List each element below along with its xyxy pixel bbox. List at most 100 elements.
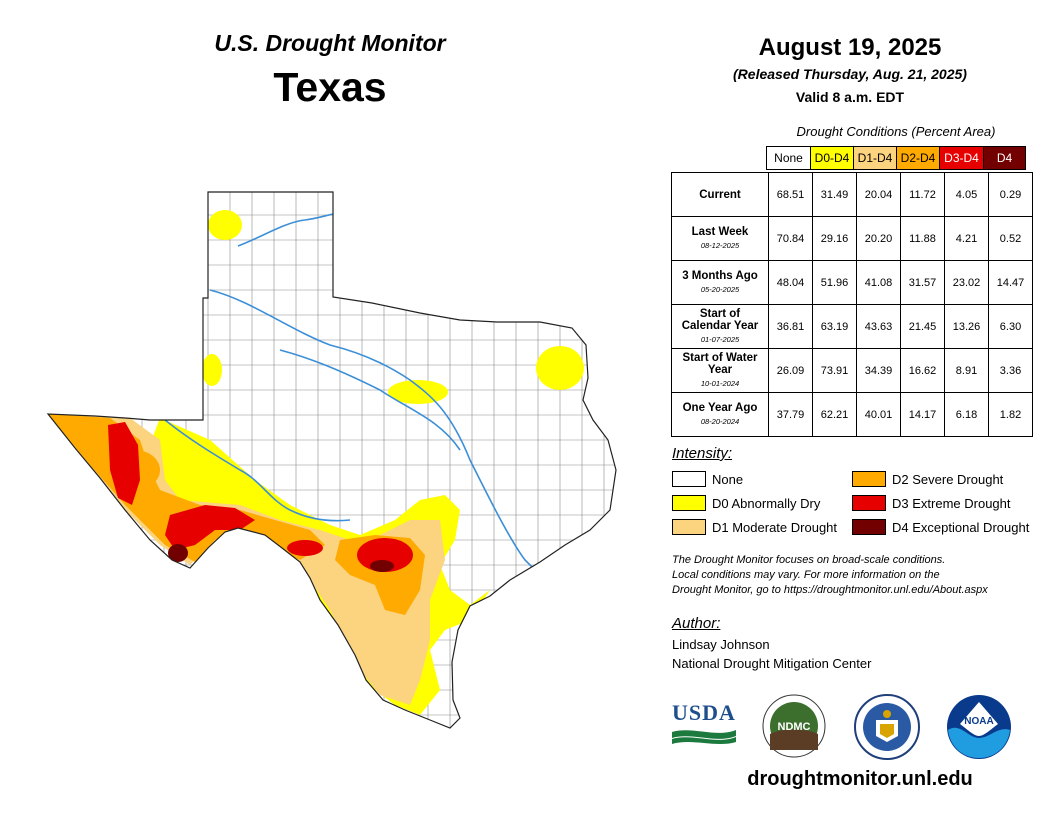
map-date: August 19, 2025 [758, 34, 942, 61]
table-cell: 1.82 [988, 392, 1033, 437]
table-cell: 0.29 [988, 172, 1033, 217]
table-row: One Year Ago 08-20-2024 37.79 62.21 40.01 14.… [671, 392, 1033, 437]
table-cell: 11.88 [900, 216, 945, 261]
table-cell: 21.45 [900, 304, 945, 349]
table-cell: 73.91 [812, 348, 857, 393]
legend-swatch [852, 519, 886, 535]
row-date: 05-20-2025 [700, 284, 740, 294]
table-cell: 29.16 [812, 216, 857, 261]
row-label-text: One Year Ago [682, 401, 758, 414]
table-cell: 14.17 [900, 392, 945, 437]
row-date: 01-07-2025 [700, 334, 740, 344]
legend-swatch [672, 471, 706, 487]
conditions-header: None D0-D4 D1-D4 D2-D4 D3-D4 D4 [766, 146, 1026, 172]
author-name: Lindsay Johnson [672, 637, 770, 652]
table-cell: 70.84 [768, 216, 813, 261]
table-cell: 20.04 [856, 172, 901, 217]
ndmc-logo: NDMC [762, 694, 826, 758]
row-label: Start of Calendar Year 01-07-2025 [671, 304, 769, 349]
footer-url[interactable]: droughtmonitor.unl.edu [747, 768, 973, 790]
table-cell: 8.91 [944, 348, 989, 393]
table-cell: 63.19 [812, 304, 857, 349]
table-cell: 6.18 [944, 392, 989, 437]
valid-time: Valid 8 a.m. EDT [795, 89, 905, 105]
table-cell: 36.81 [768, 304, 813, 349]
table-row: Current 68.51 31.49 20.04 11.72 4.05 0.29 [671, 172, 1033, 217]
table-cell: 20.20 [856, 216, 901, 261]
row-date: 10-01-2024 [700, 378, 740, 388]
table-cell: 68.51 [768, 172, 813, 217]
table-cell: 48.04 [768, 260, 813, 305]
table-cell: 6.30 [988, 304, 1033, 349]
table-cell: 13.26 [944, 304, 989, 349]
svg-text:NDMC: NDMC [778, 721, 811, 733]
intensity-title: Intensity: [672, 445, 733, 462]
row-label: Current [671, 172, 769, 217]
table-cell: 31.57 [900, 260, 945, 305]
row-date: 08-12-2025 [700, 240, 740, 250]
table-cell: 40.01 [856, 392, 901, 437]
legend-swatch [852, 495, 886, 511]
d3-areas [108, 422, 413, 572]
legend-item-d4: D4 Exceptional Drought [852, 519, 1029, 535]
row-label-text: Last Week [691, 225, 749, 238]
map-state-name: Texas [273, 64, 387, 110]
table-cell: 41.08 [856, 260, 901, 305]
commerce-seal-logo [854, 694, 920, 760]
table-cell: 16.62 [900, 348, 945, 393]
table-cell: 23.02 [944, 260, 989, 305]
svg-text:NOAA: NOAA [964, 716, 993, 727]
table-cell: 51.96 [812, 260, 857, 305]
table-cell: 3.36 [988, 348, 1033, 393]
table-cell: 43.63 [856, 304, 901, 349]
noaa-logo: NOAA [947, 695, 1011, 759]
map-title: U.S. Drought Monitor [214, 30, 446, 56]
rivers [164, 213, 541, 576]
row-label-text: 3 Months Ago [682, 269, 758, 282]
author-title: Author: [672, 615, 721, 632]
table-cell: 26.09 [768, 348, 813, 393]
conditions-table: Current 68.51 31.49 20.04 11.72 4.05 0.29 Last … [671, 172, 1033, 437]
row-label: 3 Months Ago 05-20-2025 [671, 260, 769, 305]
note-line: The Drought Monitor focuses on broad-sca… [672, 554, 946, 566]
table-cell: 34.39 [856, 348, 901, 393]
legend-swatch [852, 471, 886, 487]
row-label-text: Start of Water Year [682, 351, 758, 376]
legend-item-d0: D0 Abnormally Dry [672, 495, 820, 511]
row-label-text: Current [699, 188, 741, 201]
row-date: 08-20-2024 [700, 416, 740, 426]
conditions-title: Drought Conditions (Percent Area) [796, 124, 996, 139]
drought-note: The Drought Monitor focuses on broad-sca… [672, 553, 1044, 598]
row-label: One Year Ago 08-20-2024 [671, 392, 769, 437]
col-header: D4 [983, 146, 1026, 170]
table-cell: 62.21 [812, 392, 857, 437]
col-header: D3-D4 [939, 146, 983, 170]
legend-item-d1: D1 Moderate Drought [672, 519, 837, 535]
table-row: Start of Calendar Year 01-07-2025 36.81 63.… [671, 304, 1033, 349]
usda-logo: USDA [672, 700, 736, 748]
col-header: D0-D4 [810, 146, 853, 170]
author-org: National Drought Mitigation Center [672, 656, 872, 671]
legend-item-d2: D2 Severe Drought [852, 471, 1003, 487]
row-label: Last Week 08-12-2025 [671, 216, 769, 261]
table-cell: 37.79 [768, 392, 813, 437]
legend-swatch [672, 495, 706, 511]
texas-drought-map [47, 191, 617, 729]
table-cell: 4.21 [944, 216, 989, 261]
d4-areas [168, 544, 394, 572]
col-header: None [766, 146, 810, 170]
table-cell: 0.52 [988, 216, 1033, 261]
table-cell: 11.72 [900, 172, 945, 217]
table-row: 3 Months Ago 05-20-2025 48.04 51.96 41.08 31.… [671, 260, 1033, 305]
row-label-text: Start of Calendar Year [681, 307, 759, 332]
table-row: Start of Water Year 10-01-2024 26.09 73.91 3… [671, 348, 1033, 393]
table-cell: 14.47 [988, 260, 1033, 305]
row-label: Start of Water Year 10-01-2024 [671, 348, 769, 393]
legend-swatch [672, 519, 706, 535]
legend-item-d3: D3 Extreme Drought [852, 495, 1011, 511]
note-line: Local conditions may vary. For more info… [672, 569, 940, 581]
table-cell: 4.05 [944, 172, 989, 217]
note-line: Drought Monitor, go to https://droughtmo… [672, 584, 988, 596]
col-header: D1-D4 [853, 146, 896, 170]
legend-item-none: None [672, 471, 743, 487]
